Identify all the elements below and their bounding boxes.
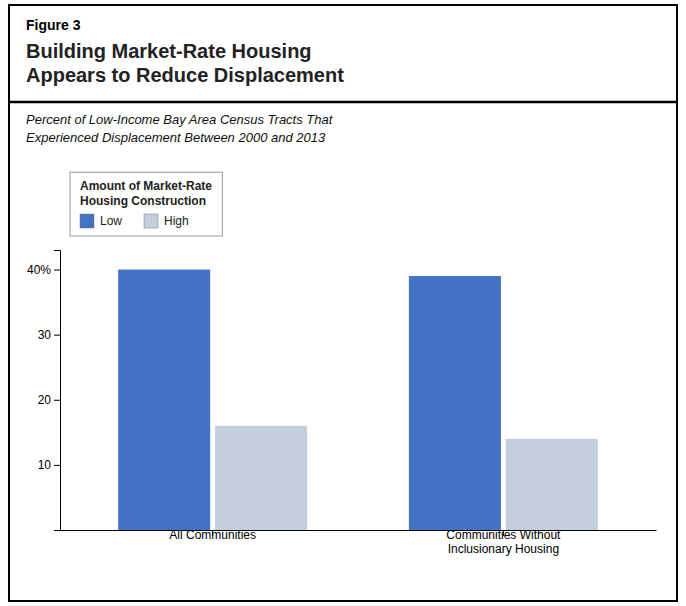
y-tick-label: 10 xyxy=(38,458,52,472)
x-axis: All Communities Communities WithoutInclus… xyxy=(61,528,657,556)
legend-swatch xyxy=(80,214,94,228)
x-tick: All Communities xyxy=(169,528,256,542)
x-tick-label: Communities WithoutInclusionary Housing xyxy=(446,528,561,556)
text-line: Percent of Low-Income Bay Area Census Tr… xyxy=(26,112,334,127)
legend-swatch xyxy=(144,214,158,228)
bar-series xyxy=(215,426,598,530)
title: Building Market-Rate HousingAppears to R… xyxy=(26,40,344,86)
bar xyxy=(506,439,598,530)
legend-frame xyxy=(70,172,222,236)
y-tick-label: 30 xyxy=(38,328,52,342)
y-tick-label: 20 xyxy=(38,393,52,407)
y-tick-mark xyxy=(54,465,60,466)
chart-svg: Figure 3 Building Market-Rate HousingAppe… xyxy=(0,0,686,606)
text-line: Experienced Displacement Between 2000 an… xyxy=(26,130,326,145)
y-tick: 40% xyxy=(27,263,60,277)
y-tick: 30 xyxy=(38,328,60,342)
y-axis: 10 20 30 40% xyxy=(27,251,61,531)
text-line: All Communities xyxy=(169,528,256,542)
text-line: Building Market-Rate Housing xyxy=(26,40,312,62)
text-line: Amount of Market-Rate xyxy=(80,179,212,193)
chart-container: Figure 3 Building Market-Rate HousingAppe… xyxy=(0,0,686,606)
y-tick: 10 xyxy=(38,458,60,472)
text-line: Communities Without xyxy=(446,528,561,542)
text-line: Appears to Reduce Displacement xyxy=(26,64,344,86)
legend-label: High xyxy=(164,214,189,228)
y-tick-label: 40% xyxy=(27,263,51,277)
subtitle: Percent of Low-Income Bay Area Census Tr… xyxy=(26,112,334,145)
y-tick-mark xyxy=(54,335,60,336)
bar xyxy=(118,270,210,530)
bar-series xyxy=(118,270,501,530)
text-line: Housing Construction xyxy=(80,194,206,208)
x-tick: Communities WithoutInclusionary Housing xyxy=(446,528,561,556)
legend-label: Low xyxy=(100,214,122,228)
y-tick: 20 xyxy=(38,393,60,407)
x-tick-label: All Communities xyxy=(169,528,256,542)
y-tick-mark xyxy=(54,400,60,401)
header-rule xyxy=(9,101,677,104)
text-line: Inclusionary Housing xyxy=(448,542,559,556)
bar xyxy=(409,276,501,530)
bars xyxy=(118,270,598,530)
x-axis-line xyxy=(61,530,657,531)
plot: 10 20 30 40% All Communities Communities With… xyxy=(27,251,657,557)
legend: Amount of Market-RateHousing Constructio… xyxy=(70,172,222,236)
y-tick-mark xyxy=(54,270,60,271)
bar xyxy=(215,426,307,530)
annotation: Figure 3 xyxy=(26,17,81,33)
legend-title: Amount of Market-RateHousing Constructio… xyxy=(80,179,212,207)
outer-border xyxy=(9,5,677,601)
y-axis-line xyxy=(54,251,61,531)
